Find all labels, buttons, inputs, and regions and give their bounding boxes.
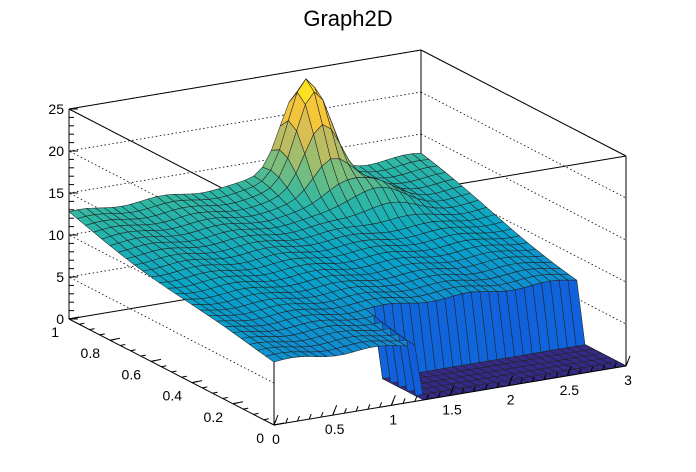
x-tick-label: 3 xyxy=(624,372,632,388)
y-minor-tick xyxy=(99,333,105,336)
x-minor-tick xyxy=(566,370,570,377)
x-minor-tick xyxy=(578,368,582,375)
z-tick-label: 15 xyxy=(48,185,64,201)
y-minor-tick xyxy=(89,328,95,331)
x-minor-tick xyxy=(602,364,605,371)
x-minor-tick xyxy=(508,380,512,386)
y-minor-tick xyxy=(212,391,218,394)
x-minor-tick xyxy=(461,388,465,394)
y-minor-tick xyxy=(150,359,157,362)
z-gridline-back-wall xyxy=(68,133,422,194)
y-minor-tick xyxy=(120,344,126,346)
z-tick-label: 0 xyxy=(56,311,64,327)
y-tick-label: 1 xyxy=(51,324,59,340)
z-gridline-back-wall xyxy=(68,91,422,152)
x-minor-tick xyxy=(332,409,336,416)
x-tick-label: 2 xyxy=(507,392,515,408)
box-edge-top-back xyxy=(68,49,422,110)
x-tick-label: 1.5 xyxy=(442,402,462,418)
y-tick-label: 0.8 xyxy=(81,345,101,361)
x-minor-tick xyxy=(613,362,617,369)
x-minor-tick xyxy=(355,406,359,412)
y-minor-tick xyxy=(263,418,269,421)
x-minor-tick xyxy=(437,392,441,398)
y-minor-tick xyxy=(79,322,85,325)
y-tick-label: 0.2 xyxy=(204,409,224,425)
x-minor-tick xyxy=(426,394,429,400)
x-minor-tick xyxy=(379,402,383,408)
y-minor-tick xyxy=(222,397,228,399)
z-gridline-right-wall xyxy=(420,175,627,283)
x-tick-label: 0 xyxy=(272,431,280,447)
z-gridline-right-wall xyxy=(420,217,627,325)
y-minor-tick xyxy=(130,349,136,352)
y-minor-tick xyxy=(109,338,116,341)
z-tick-label: 5 xyxy=(56,269,64,285)
x-minor-tick xyxy=(367,404,371,410)
y-minor-tick xyxy=(273,423,280,426)
box-edge-top-right xyxy=(420,49,627,157)
z-tick-label: 20 xyxy=(48,143,64,159)
y-tick-label: 0.6 xyxy=(122,366,142,382)
x-minor-tick xyxy=(343,408,347,414)
z-gridline-left-wall xyxy=(68,150,275,258)
x-minor-tick xyxy=(285,417,289,424)
z-tick-label: 25 xyxy=(48,101,64,117)
z-gridline-right-wall xyxy=(420,91,627,199)
x-minor-tick xyxy=(402,398,406,404)
x-minor-tick xyxy=(273,419,277,426)
x-minor-tick xyxy=(625,360,629,367)
chart-title: Graph2D xyxy=(303,6,392,31)
x-tick-label: 2.5 xyxy=(560,382,580,398)
x-tick-label: 1 xyxy=(389,411,397,427)
x-minor-tick xyxy=(590,366,594,373)
y-minor-tick xyxy=(140,354,146,357)
z-gridline-left-wall xyxy=(68,276,275,384)
x-minor-tick xyxy=(320,411,324,418)
x-minor-tick xyxy=(449,390,453,396)
x-tick-label: 0.5 xyxy=(325,421,345,437)
x-minor-tick xyxy=(484,384,488,390)
y-minor-tick xyxy=(202,386,208,389)
x-minor-tick xyxy=(473,386,476,392)
y-minor-tick xyxy=(171,370,177,373)
y-minor-tick xyxy=(253,412,259,415)
y-minor-tick xyxy=(161,365,167,368)
y-minor-tick xyxy=(181,375,187,378)
z-gridline-right-wall xyxy=(420,133,627,241)
z-gridline-left-wall xyxy=(68,234,275,342)
x-minor-tick xyxy=(531,376,535,382)
x-minor-tick xyxy=(496,382,500,388)
y-minor-tick xyxy=(232,402,239,405)
y-minor-tick xyxy=(191,381,198,384)
surface-plot xyxy=(68,78,627,401)
y-tick-label: 0 xyxy=(256,430,264,446)
x-minor-tick xyxy=(555,372,559,378)
z-tick-label: 10 xyxy=(48,227,64,243)
y-minor-tick xyxy=(243,407,249,410)
x-minor-tick xyxy=(297,415,300,422)
x-minor-tick xyxy=(390,400,394,406)
x-minor-tick xyxy=(543,374,547,380)
x-minor-tick xyxy=(308,413,312,420)
x-minor-tick xyxy=(519,378,523,384)
x-minor-tick xyxy=(414,396,418,402)
y-tick-label: 0.4 xyxy=(163,388,183,404)
